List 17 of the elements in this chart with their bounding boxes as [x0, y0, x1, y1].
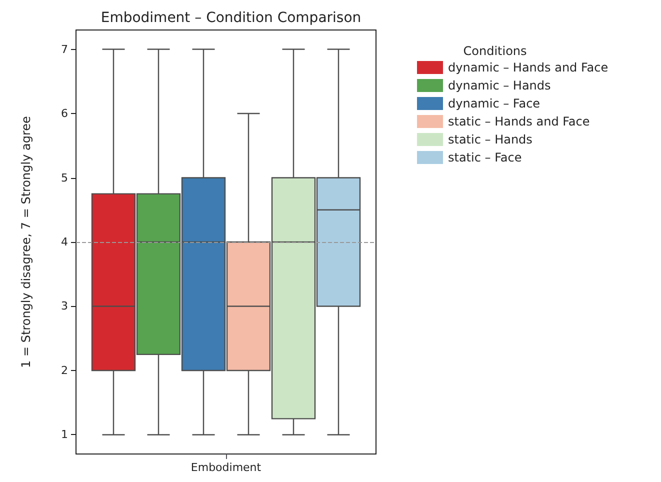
legend-label: static – Face: [448, 150, 522, 164]
legend-label: static – Hands: [448, 132, 532, 146]
y-tick-label: 6: [61, 107, 68, 120]
y-tick-label: 2: [61, 364, 68, 377]
legend-label: dynamic – Hands: [448, 78, 551, 92]
y-tick-label: 4: [61, 236, 68, 248]
y-tick-label: 3: [61, 300, 68, 313]
y-axis-title: 1 = Strongly disagree, 7 = Strongly agree: [19, 116, 33, 368]
x-tick-label: Embodiment: [190, 461, 262, 474]
legend-title: Conditions: [463, 44, 527, 58]
legend-label: dynamic – Hands and Face: [448, 60, 608, 74]
legend-label: static – Hands and Face: [448, 114, 590, 128]
y-tick-label: 7: [61, 42, 68, 56]
y-tick-label: 1: [61, 428, 68, 442]
chart-title: Embodiment – Condition Comparison: [100, 10, 362, 26]
legend-label: dynamic – Face: [448, 96, 540, 110]
y-tick-label: 5: [61, 171, 68, 184]
